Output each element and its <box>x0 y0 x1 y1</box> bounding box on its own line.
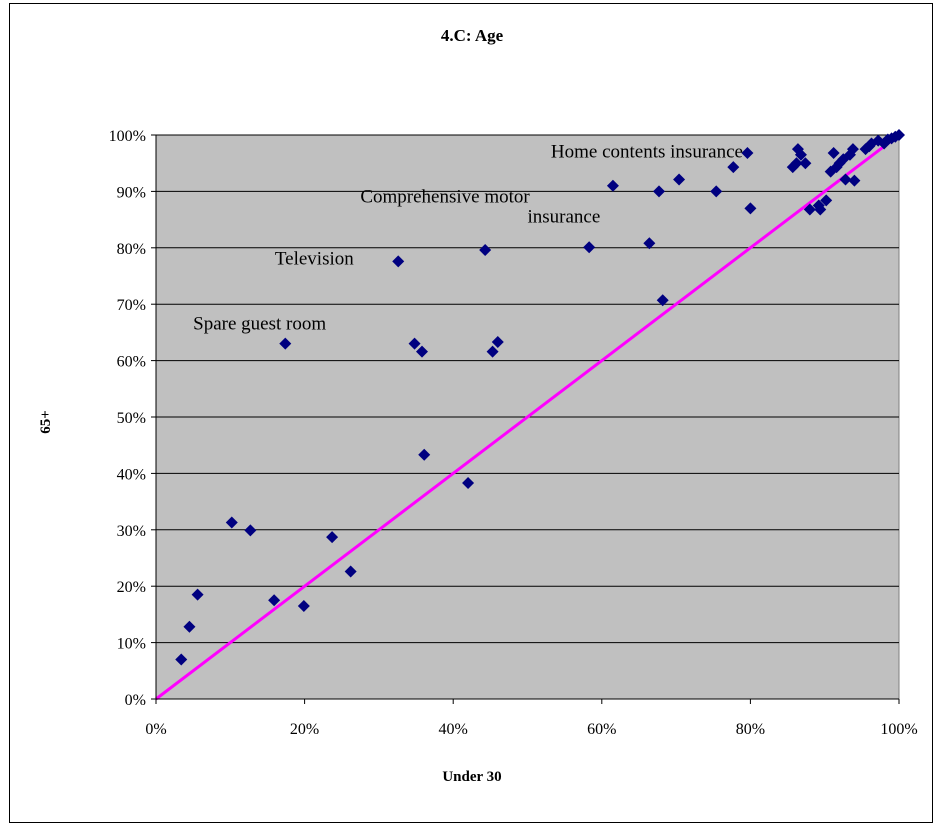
data-point <box>794 148 807 161</box>
data-point <box>727 161 740 174</box>
data-point <box>486 345 499 358</box>
data-point <box>183 620 196 633</box>
y-axis-ticks: 0% 10% 20% 30% 40% 50% 60% 70% 80% 90% 100% <box>109 128 156 709</box>
y-tick-label: 80% <box>117 241 146 258</box>
x-axis-ticks: 0% 20% 40% 60% 80% 100% <box>145 699 918 738</box>
y-tick-label: 40% <box>117 466 146 483</box>
x-tick-label: 100% <box>880 721 917 738</box>
data-point <box>297 599 310 612</box>
reference-line <box>155 133 900 701</box>
y-tick-label: 100% <box>109 128 146 145</box>
point-annotation: insurance <box>528 206 601 227</box>
data-point <box>415 345 428 358</box>
data-point <box>653 185 666 198</box>
data-point <box>710 185 723 198</box>
data-point <box>846 143 859 156</box>
x-tick-label: 20% <box>290 721 319 738</box>
data-point <box>606 179 619 192</box>
reference-line-group <box>155 133 900 701</box>
data-point <box>839 173 852 186</box>
x-tick-label: 40% <box>439 721 468 738</box>
data-point <box>643 237 656 250</box>
point-annotation: Comprehensive motor <box>360 187 530 208</box>
data-point <box>175 653 188 666</box>
data-point <box>344 565 357 578</box>
y-tick-label: 20% <box>117 579 146 596</box>
data-point <box>656 294 669 307</box>
scatter-chart: 4.C: Age Home contents insurance Comprehe… <box>38 26 918 785</box>
data-point <box>848 174 861 187</box>
data-point <box>244 524 257 537</box>
x-axis-label: Under 30 <box>442 769 501 785</box>
chart-title: 4.C: Age <box>441 26 504 45</box>
data-point <box>799 157 812 170</box>
data-point <box>225 516 238 529</box>
data-point <box>408 337 421 350</box>
annotations: Home contents insurance Comprehensive mot… <box>193 142 743 335</box>
data-point <box>279 337 292 350</box>
data-point <box>326 531 339 544</box>
y-tick-label: 10% <box>117 636 146 653</box>
x-tick-label: 80% <box>736 721 765 738</box>
point-annotation: Television <box>275 249 354 270</box>
point-annotation: Spare guest room <box>193 314 326 335</box>
data-point <box>491 335 504 348</box>
y-tick-label: 0% <box>125 692 146 709</box>
y-axis-label: 65+ <box>38 410 54 434</box>
data-point <box>583 241 596 254</box>
x-tick-label: 0% <box>145 721 166 738</box>
data-point <box>268 594 281 607</box>
data-point <box>790 157 803 170</box>
y-tick-label: 50% <box>117 410 146 427</box>
y-tick-label: 60% <box>117 354 146 371</box>
data-point <box>392 255 405 268</box>
data-point <box>462 476 475 489</box>
data-point <box>820 194 833 207</box>
y-tick-label: 70% <box>117 297 146 314</box>
y-tick-label: 90% <box>117 184 146 201</box>
data-point <box>741 147 754 160</box>
y-tick-label: 30% <box>117 523 146 540</box>
data-point <box>191 588 204 601</box>
data-point <box>803 203 816 216</box>
data-point <box>479 244 492 257</box>
data-points <box>175 129 905 666</box>
data-point <box>673 173 686 186</box>
data-point <box>744 202 757 215</box>
data-point <box>418 448 431 461</box>
data-point <box>893 129 905 141</box>
data-point <box>827 147 840 160</box>
chart-frame: 4.C: Age Home contents insurance Comprehe… <box>9 3 933 823</box>
gridlines <box>156 134 899 644</box>
data-point <box>814 203 827 216</box>
point-annotation: Home contents insurance <box>551 142 743 163</box>
x-tick-label: 60% <box>587 721 616 738</box>
